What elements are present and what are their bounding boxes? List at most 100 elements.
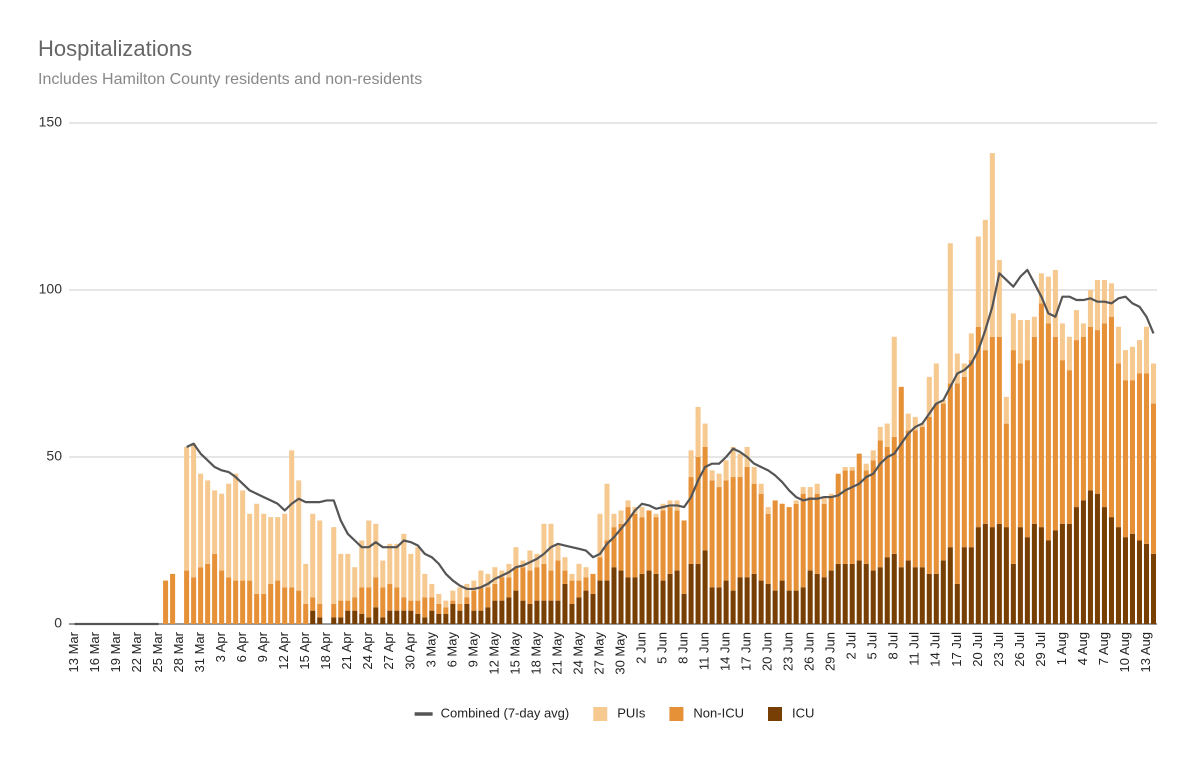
- x-tick-label: 30 May: [612, 632, 627, 675]
- bar-segment: [555, 600, 561, 624]
- bar-segment: [191, 577, 197, 624]
- bar-segment: [863, 563, 869, 624]
- x-tick-label: 13 Aug: [1138, 632, 1153, 673]
- x-tick-label: 10 Aug: [1117, 632, 1132, 673]
- x-tick-label: 29 Jun: [823, 632, 838, 671]
- bar-segment: [716, 487, 722, 588]
- bar-segment: [1059, 360, 1065, 524]
- bar-segment: [338, 617, 344, 624]
- bar-segment: [933, 573, 939, 624]
- bar-segment: [450, 600, 456, 604]
- bar-segment: [569, 573, 575, 581]
- bar-segment: [1122, 350, 1128, 381]
- bar-segment: [1087, 490, 1093, 624]
- bar-segment: [436, 613, 442, 624]
- bar-segment: [583, 590, 589, 624]
- bar-segment: [485, 573, 491, 588]
- bar-segment: [541, 523, 547, 564]
- x-tick-label: 18 Apr: [318, 631, 333, 669]
- bar-segment: [1024, 537, 1030, 624]
- bar-segment: [331, 617, 337, 624]
- bar-segment: [730, 446, 736, 478]
- bar-segment: [184, 570, 190, 624]
- bar-segment: [310, 597, 316, 611]
- bar-segment: [1052, 336, 1058, 531]
- bar-segment: [198, 567, 204, 624]
- bar-segment: [597, 580, 603, 624]
- bar-segment: [989, 336, 995, 528]
- bar-segment: [401, 610, 407, 624]
- bar-segment: [604, 540, 610, 581]
- bar-segment: [317, 520, 323, 604]
- bar-segment: [877, 567, 883, 624]
- bar-segment: [471, 580, 477, 591]
- bar-segment: [807, 497, 813, 571]
- bar-segment: [625, 500, 631, 508]
- bar-segment: [1066, 370, 1072, 524]
- y-tick-label: 50: [46, 448, 62, 464]
- x-tick-label: 2 Jun: [633, 632, 648, 664]
- bar-segment: [919, 567, 925, 624]
- bar-segment: [240, 580, 246, 624]
- bar-segment: [954, 583, 960, 624]
- bar-segment: [296, 590, 302, 624]
- bar-segment: [814, 573, 820, 624]
- bar-segment: [562, 583, 568, 624]
- bar-segment: [989, 153, 995, 337]
- bar-segment: [800, 493, 806, 588]
- bar-segment: [562, 570, 568, 584]
- bar-segment: [618, 570, 624, 624]
- bar-segment: [1066, 523, 1072, 624]
- bar-segment: [513, 590, 519, 624]
- x-tick-label: 15 Apr: [297, 631, 312, 669]
- bar-segment: [1080, 336, 1086, 501]
- bar-segment: [793, 503, 799, 591]
- bar-segment: [639, 507, 645, 518]
- bar-segment: [513, 567, 519, 591]
- bar-segment: [352, 567, 358, 598]
- bar-segment: [1087, 290, 1093, 327]
- bar-segment: [163, 580, 169, 624]
- bar-segment: [709, 480, 715, 588]
- bar-segment: [219, 570, 225, 624]
- bar-segment: [891, 436, 897, 554]
- bar-segment: [1129, 346, 1135, 381]
- bar-segment: [394, 587, 400, 611]
- bar-segment: [772, 590, 778, 624]
- bar-segment: [975, 527, 981, 624]
- bar-segment: [702, 550, 708, 624]
- bar-segment: [492, 583, 498, 601]
- bar-segment: [765, 513, 771, 584]
- bar-segment: [499, 570, 505, 578]
- bar-segment: [779, 503, 785, 581]
- bar-segment: [303, 603, 309, 624]
- bar-segment: [751, 483, 757, 574]
- bar-segment: [317, 603, 323, 618]
- bar-segment: [443, 600, 449, 608]
- bar-segment: [912, 416, 918, 431]
- bar-segment: [506, 563, 512, 578]
- x-tick-label: 27 Apr: [381, 631, 396, 669]
- bar-segment: [975, 326, 981, 528]
- bar-segment: [380, 560, 386, 588]
- legend-label: Non-ICU: [693, 705, 744, 720]
- bar-segment: [919, 426, 925, 568]
- x-tick-label: 14 Jun: [718, 632, 733, 671]
- bar-segment: [1129, 380, 1135, 534]
- bar-segment: [646, 510, 652, 571]
- legend-label: Combined (7-day avg): [441, 705, 570, 720]
- bar-segment: [226, 577, 232, 624]
- bar-segment: [366, 617, 372, 624]
- bar-segment: [534, 600, 540, 624]
- bar-segment: [730, 477, 736, 591]
- bar-segment: [1066, 336, 1072, 371]
- bar-segment: [597, 513, 603, 558]
- y-tick-label: 0: [54, 615, 62, 631]
- bar-segment: [1003, 423, 1009, 528]
- bar-segment: [1017, 320, 1023, 364]
- y-tick-label: 150: [39, 114, 63, 130]
- bar-segment: [716, 587, 722, 624]
- bar-segment: [842, 467, 848, 471]
- bar-segment: [982, 350, 988, 524]
